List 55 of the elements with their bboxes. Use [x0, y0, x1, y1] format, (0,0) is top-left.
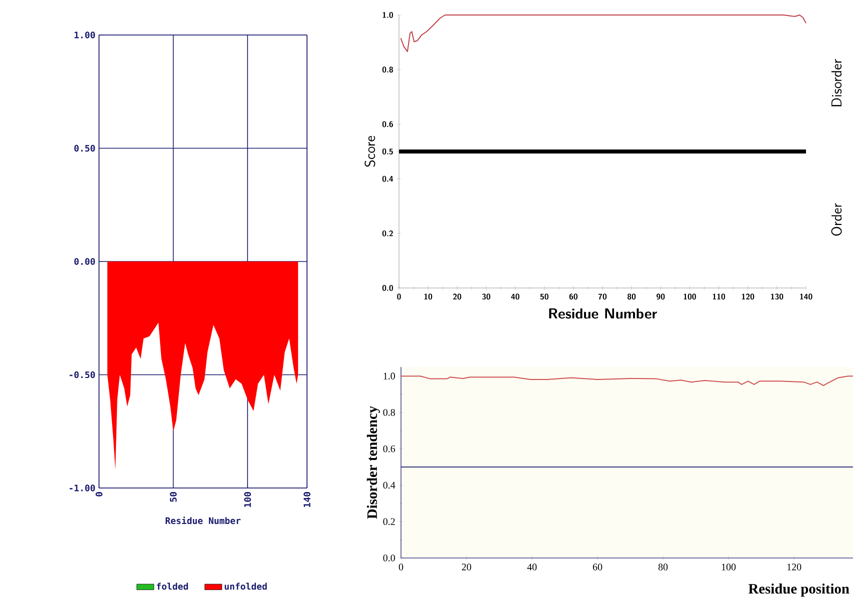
x-tick-label: 120	[787, 564, 802, 570]
y-tick-label: 0.4	[383, 482, 396, 489]
y-axis-title: Disorder tendency	[366, 406, 380, 519]
x-axis-title: Residue Number	[166, 516, 241, 524]
y-tick-label: 0.0	[382, 285, 393, 291]
line-series	[400, 14, 806, 52]
y-tick-label: 1.0	[384, 372, 395, 380]
y-tick-label: 0.6	[382, 121, 393, 128]
x-tick-label: 100	[684, 294, 696, 300]
y-tick-label: 0.8	[382, 66, 393, 73]
y-tick-label: 0.6	[383, 445, 396, 452]
x-tick-label: 90	[656, 294, 665, 300]
x-tick-label: 140	[304, 492, 310, 507]
x-tick-label: 100	[244, 492, 251, 507]
y-axis-title: Score	[364, 136, 376, 167]
y-tick-label: 0.00	[74, 258, 95, 265]
line-series	[400, 376, 854, 386]
x-tick-label: 0	[397, 294, 401, 300]
y-tick-label: 0.50	[74, 144, 95, 152]
legend-label: folded	[156, 582, 188, 590]
x-tick-label: 140	[800, 294, 812, 300]
y-tick-label: 0.0	[383, 554, 395, 562]
x-tick-label: 60	[569, 294, 578, 300]
x-tick-label: 130	[770, 294, 784, 300]
x-tick-label: 50	[170, 492, 177, 502]
y-tick-label: 0.8	[383, 409, 395, 416]
legend-label: unfolded	[224, 582, 267, 590]
y-tick-label: -1.00	[70, 484, 95, 492]
x-tick-label: 70	[598, 294, 607, 300]
x-tick-label: 30	[482, 294, 490, 300]
y-tick-label: 0.2	[382, 230, 393, 236]
x-tick-label: 40	[511, 294, 520, 300]
x-tick-label: 20	[462, 564, 472, 570]
x-tick-label: 80	[658, 564, 668, 570]
x-tick-label: 0	[398, 564, 404, 570]
x-tick-label: 60	[592, 564, 602, 570]
x-tick-label: 120	[742, 294, 754, 300]
x-tick-label: 110	[712, 294, 726, 300]
x-axis-title: Residue Number	[549, 308, 657, 319]
x-tick-label: 20	[453, 294, 462, 300]
y-tick-label: 0.2	[383, 518, 395, 525]
x-axis-title: Residue position	[748, 584, 850, 597]
x-tick-label: 100	[722, 564, 736, 570]
x-tick-label: 10	[424, 294, 432, 300]
x-tick-label: 0	[96, 492, 102, 496]
y-tick-label: -0.50	[70, 371, 95, 378]
text: Order	[831, 203, 842, 236]
x-tick-label: 50	[540, 294, 548, 300]
x-tick-label: 40	[527, 564, 537, 570]
y-tick-label: 1.0	[382, 12, 393, 18]
y-tick-label: 0.4	[382, 176, 394, 182]
y-tick-label: 1.00	[74, 32, 95, 38]
x-tick-label: 80	[628, 294, 636, 300]
y-tick-label: 0.5	[382, 148, 393, 154]
text: Disorder	[831, 59, 842, 106]
